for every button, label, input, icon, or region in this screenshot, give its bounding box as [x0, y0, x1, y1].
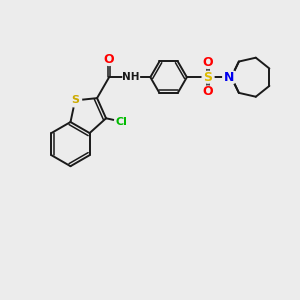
Text: Cl: Cl: [116, 117, 128, 127]
Text: S: S: [71, 95, 79, 105]
Text: S: S: [204, 71, 213, 84]
Circle shape: [123, 69, 140, 85]
Text: O: O: [203, 56, 213, 69]
Circle shape: [225, 71, 238, 84]
Text: N: N: [224, 71, 234, 84]
Circle shape: [202, 71, 214, 83]
Text: O: O: [203, 85, 213, 98]
Circle shape: [103, 54, 115, 65]
Circle shape: [202, 86, 214, 98]
Circle shape: [69, 94, 82, 107]
Circle shape: [115, 114, 129, 129]
Text: O: O: [104, 53, 114, 66]
Circle shape: [223, 71, 236, 84]
Text: NH: NH: [122, 72, 140, 82]
Circle shape: [202, 57, 214, 68]
